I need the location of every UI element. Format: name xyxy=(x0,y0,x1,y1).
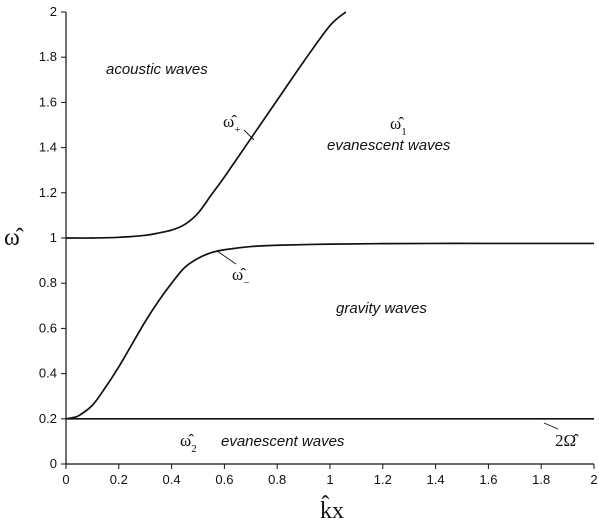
x-tick-label-0: 0 xyxy=(62,472,69,487)
y-tick-label-0: 0 xyxy=(50,456,57,471)
x-tick-label-4: 0.8 xyxy=(268,472,286,487)
y-tick-label-7: 1.4 xyxy=(39,140,57,155)
x-tick-label-2: 0.4 xyxy=(163,472,181,487)
y-tick-label-1: 0.2 xyxy=(39,411,57,426)
x-tick-label-1: 0.2 xyxy=(110,472,128,487)
x-tick-label-7: 1.4 xyxy=(427,472,445,487)
two-omega-leader xyxy=(543,422,559,430)
y-tick-label-9: 1.8 xyxy=(39,49,57,64)
x-tick-label-3: 0.6 xyxy=(215,472,233,487)
y-tick-label-10: 2 xyxy=(50,4,57,19)
y-tick-label-6: 1.2 xyxy=(39,185,57,200)
evanescent-waves-bottom-label: evanescent waves xyxy=(221,433,345,450)
gravity-waves-label: gravity waves xyxy=(336,300,427,317)
axes xyxy=(65,12,594,465)
omega-plus-label: ω̂+ xyxy=(223,112,240,136)
x-tick-label-5: 1 xyxy=(326,472,333,487)
x-tick-label-10: 2 xyxy=(590,472,597,487)
y-tick-label-8: 1.6 xyxy=(39,94,57,109)
curves xyxy=(65,11,594,420)
omega-plus-leader xyxy=(243,129,255,141)
acoustic-waves-label: acoustic waves xyxy=(106,61,208,78)
ticks: 0 0.2 0.4 0.6 0.8 1 1.2 1.4 1.6 1.8 2 0 0.2 0.4 0.6 0.8… xyxy=(39,4,598,487)
omega-minus-leader xyxy=(216,250,237,265)
y-tick-label-4: 0.8 xyxy=(39,275,57,290)
omega1-label: ω̂1 xyxy=(390,114,407,138)
y-tick-label-3: 0.6 xyxy=(39,320,57,335)
y-tick-label-2: 0.4 xyxy=(39,366,57,381)
evanescent-waves-top-label: evanescent waves xyxy=(327,137,451,154)
omega-minus-label: ω̂− xyxy=(232,265,249,289)
omega-plus-curve xyxy=(65,11,347,239)
x-tick-label-6: 1.2 xyxy=(374,472,392,487)
y-tick-label-5: 1 xyxy=(50,230,57,245)
x-tick-label-8: 1.6 xyxy=(479,472,497,487)
two-omega-label: 2Ω̂ xyxy=(555,431,579,450)
omega-minus-curve xyxy=(65,242,594,420)
x-tick-label-9: 1.8 xyxy=(532,472,550,487)
omega2-label: ω̂2 xyxy=(180,431,197,455)
y-axis-label: ω̂ xyxy=(4,225,24,251)
x-axis-label: k̂x xyxy=(320,495,344,524)
